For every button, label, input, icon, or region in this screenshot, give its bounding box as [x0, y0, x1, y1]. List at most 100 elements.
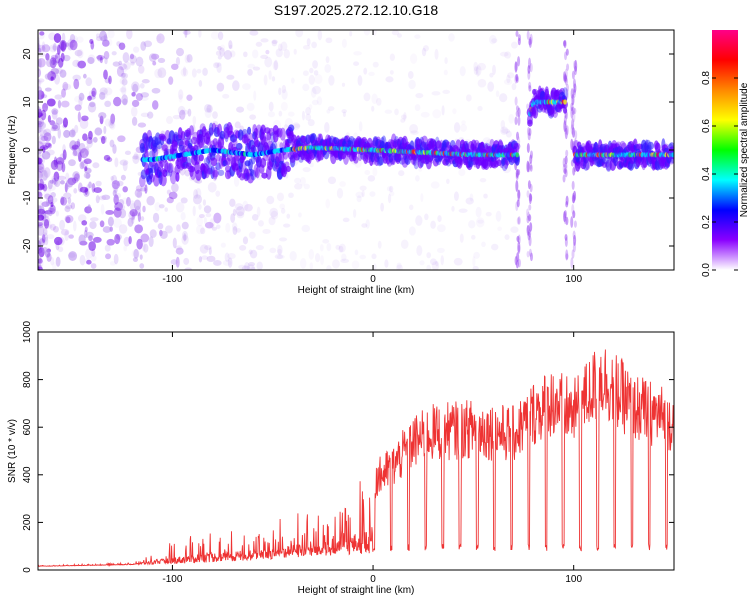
noise-blob [156, 33, 165, 44]
noise-blob [119, 87, 127, 93]
noise-blob [442, 89, 450, 94]
noise-blob [165, 225, 173, 234]
ridge-blob [410, 154, 416, 165]
noise-blob [246, 102, 255, 112]
noise-blob [70, 202, 76, 210]
ridge-blob [210, 157, 218, 167]
noise-blob [140, 96, 149, 101]
noise-blob [440, 255, 444, 266]
noise-blob [236, 211, 245, 219]
noise-blob [453, 191, 459, 202]
noise-blob [309, 162, 314, 168]
noise-blob [72, 147, 82, 157]
noise-blob [175, 202, 185, 213]
noise-blob [278, 87, 282, 96]
noise-blob [203, 205, 212, 214]
noise-blob [131, 91, 136, 97]
noise-blob [99, 220, 105, 228]
noise-blob [446, 178, 450, 184]
noise-blob [300, 258, 307, 269]
y-tick-label: -10 [22, 190, 33, 205]
noise-blob [226, 74, 235, 80]
noise-blob [122, 52, 130, 63]
noise-blob [409, 123, 419, 134]
noise-blob [443, 69, 448, 76]
noise-blob [42, 146, 46, 153]
streak-blob [563, 168, 567, 175]
streak-blob [527, 70, 531, 80]
noise-blob [359, 185, 367, 191]
noise-blob [135, 93, 143, 101]
noise-blob [107, 216, 114, 227]
noise-blob [56, 160, 64, 171]
noise-blob [101, 194, 111, 200]
ridge-blob [154, 137, 162, 145]
noise-blob [152, 100, 159, 110]
noise-blob [441, 105, 445, 116]
noise-blob [114, 233, 121, 245]
noise-blob [108, 38, 113, 46]
noise-blob [38, 122, 44, 133]
noise-blob [414, 104, 421, 112]
noise-blob [95, 195, 100, 204]
noise-blob [410, 130, 419, 135]
noise-blob [46, 234, 55, 240]
streak-blob [566, 63, 570, 71]
noise-blob [255, 244, 264, 251]
noise-blob [110, 176, 114, 181]
noise-blob [60, 228, 70, 236]
noise-blob [505, 130, 512, 138]
noise-blob [88, 235, 93, 242]
noise-blob [335, 244, 341, 250]
noise-blob [432, 109, 442, 119]
noise-blob [38, 78, 45, 83]
noise-blob [61, 88, 66, 98]
noise-blob [491, 243, 499, 251]
noise-blob [458, 208, 468, 213]
noise-blob [495, 90, 500, 98]
noise-blob [325, 37, 333, 44]
noise-blob [328, 75, 335, 86]
noise-blob [77, 60, 87, 69]
noise-blob [216, 62, 222, 74]
noise-blob [184, 169, 191, 177]
noise-blob [507, 72, 515, 79]
noise-blob [227, 253, 236, 260]
noise-blob [77, 111, 81, 123]
noise-blob [309, 67, 314, 74]
streak-blob [573, 65, 577, 76]
noise-blob [139, 263, 145, 269]
ridge-blob [549, 102, 555, 114]
noise-blob [72, 74, 81, 81]
noise-blob [84, 226, 88, 233]
noise-blob [397, 33, 402, 38]
noise-blob [42, 247, 48, 253]
noise-blob [111, 174, 118, 185]
noise-blob [51, 109, 58, 120]
spectrogram-blobs [38, 30, 674, 270]
noise-blob [172, 237, 177, 249]
noise-blob [51, 177, 57, 185]
noise-blob [316, 96, 323, 106]
noise-blob [148, 236, 154, 248]
noise-blob [85, 173, 91, 179]
noise-blob [294, 183, 303, 190]
noise-blob [103, 125, 107, 135]
noise-blob [57, 128, 62, 139]
noise-blob [434, 48, 439, 60]
noise-blob [129, 53, 135, 60]
noise-blob [204, 103, 212, 113]
ridge-blob [642, 142, 649, 154]
noise-blob [203, 217, 207, 225]
noise-blob [86, 259, 92, 265]
ridge-blob [288, 124, 295, 132]
noise-blob [195, 179, 203, 184]
noise-blob [436, 224, 446, 233]
noise-blob [79, 148, 89, 159]
noise-blob [52, 226, 59, 233]
ridge-blob [142, 133, 149, 144]
noise-blob [99, 30, 108, 42]
noise-blob [102, 226, 112, 233]
noise-blob [38, 78, 41, 89]
